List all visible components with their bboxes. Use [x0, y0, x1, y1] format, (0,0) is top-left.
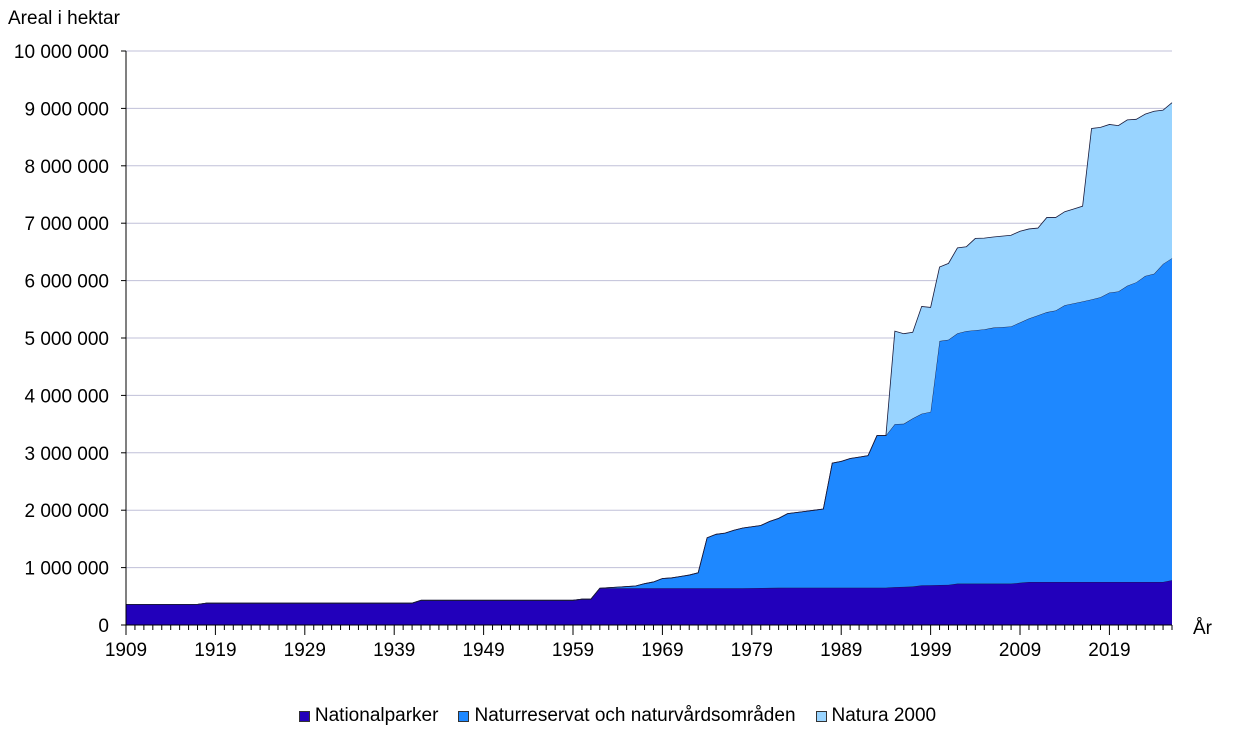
x-tick-label-7: 1979 — [731, 640, 773, 661]
legend-swatch-naturreservat — [458, 710, 470, 722]
y-tick-label-9: 9 000 000 — [24, 99, 109, 120]
x-tick-label-0: 1909 — [105, 640, 147, 661]
y-tick-label-5: 5 000 000 — [24, 329, 109, 350]
area-outline-natura-2000 — [126, 102, 1173, 605]
legend-swatch-natura-2000 — [815, 710, 827, 722]
y-tick-label-1: 1 000 000 — [24, 559, 109, 580]
x-tick-label-4: 1949 — [462, 640, 504, 661]
y-tick-label-10: 10 000 000 — [14, 42, 109, 63]
legend-label-natura-2000: Natura 2000 — [831, 705, 937, 726]
x-tick-label-8: 1989 — [820, 640, 862, 661]
y-tick-label-2: 2 000 000 — [24, 501, 109, 522]
legend-label-naturreservat: Naturreservat och naturvårdsområden — [474, 705, 796, 726]
legend-item-nationalparker: Nationalparker — [298, 705, 439, 727]
x-tick-label-2: 1929 — [284, 640, 326, 661]
y-tick-label-6: 6 000 000 — [24, 272, 109, 293]
axes: 0 1 000 000 2 000 000 3 000 000 4 000 000 5 0… — [14, 42, 1173, 661]
area-nationalparker — [126, 580, 1172, 625]
x-tick-label-6: 1969 — [641, 640, 683, 661]
x-tick-label-5: 1959 — [552, 640, 594, 661]
y-tick-label-4: 4 000 000 — [24, 386, 109, 407]
gridlines — [126, 50, 1172, 569]
y-tick-label-3: 3 000 000 — [24, 444, 109, 465]
y-tick-label-7: 7 000 000 — [24, 214, 109, 235]
legend-swatch-nationalparker — [298, 710, 310, 722]
legend-item-natura-2000: Natura 2000 — [815, 705, 937, 727]
x-tick-label-9: 1999 — [909, 640, 951, 661]
area-naturreservat — [126, 258, 1172, 605]
x-tick-label-1: 1919 — [194, 640, 236, 661]
area-series-layer — [126, 102, 1173, 625]
y-axis-label: Areal i hektar — [8, 8, 121, 29]
x-tick-label-3: 1939 — [373, 640, 415, 661]
x-tick-label-10: 2009 — [999, 640, 1041, 661]
y-tick-label-0: 0 — [98, 616, 109, 637]
legend: Nationalparker Naturreservat och naturvå… — [0, 704, 1235, 728]
x-axis-label: År — [1193, 618, 1213, 639]
legend-item-naturreservat: Naturreservat och naturvårdsområden — [458, 705, 796, 727]
x-tick-label-11: 2019 — [1088, 640, 1130, 661]
y-tick-label-8: 8 000 000 — [24, 157, 109, 178]
legend-label-nationalparker: Nationalparker — [314, 705, 439, 726]
